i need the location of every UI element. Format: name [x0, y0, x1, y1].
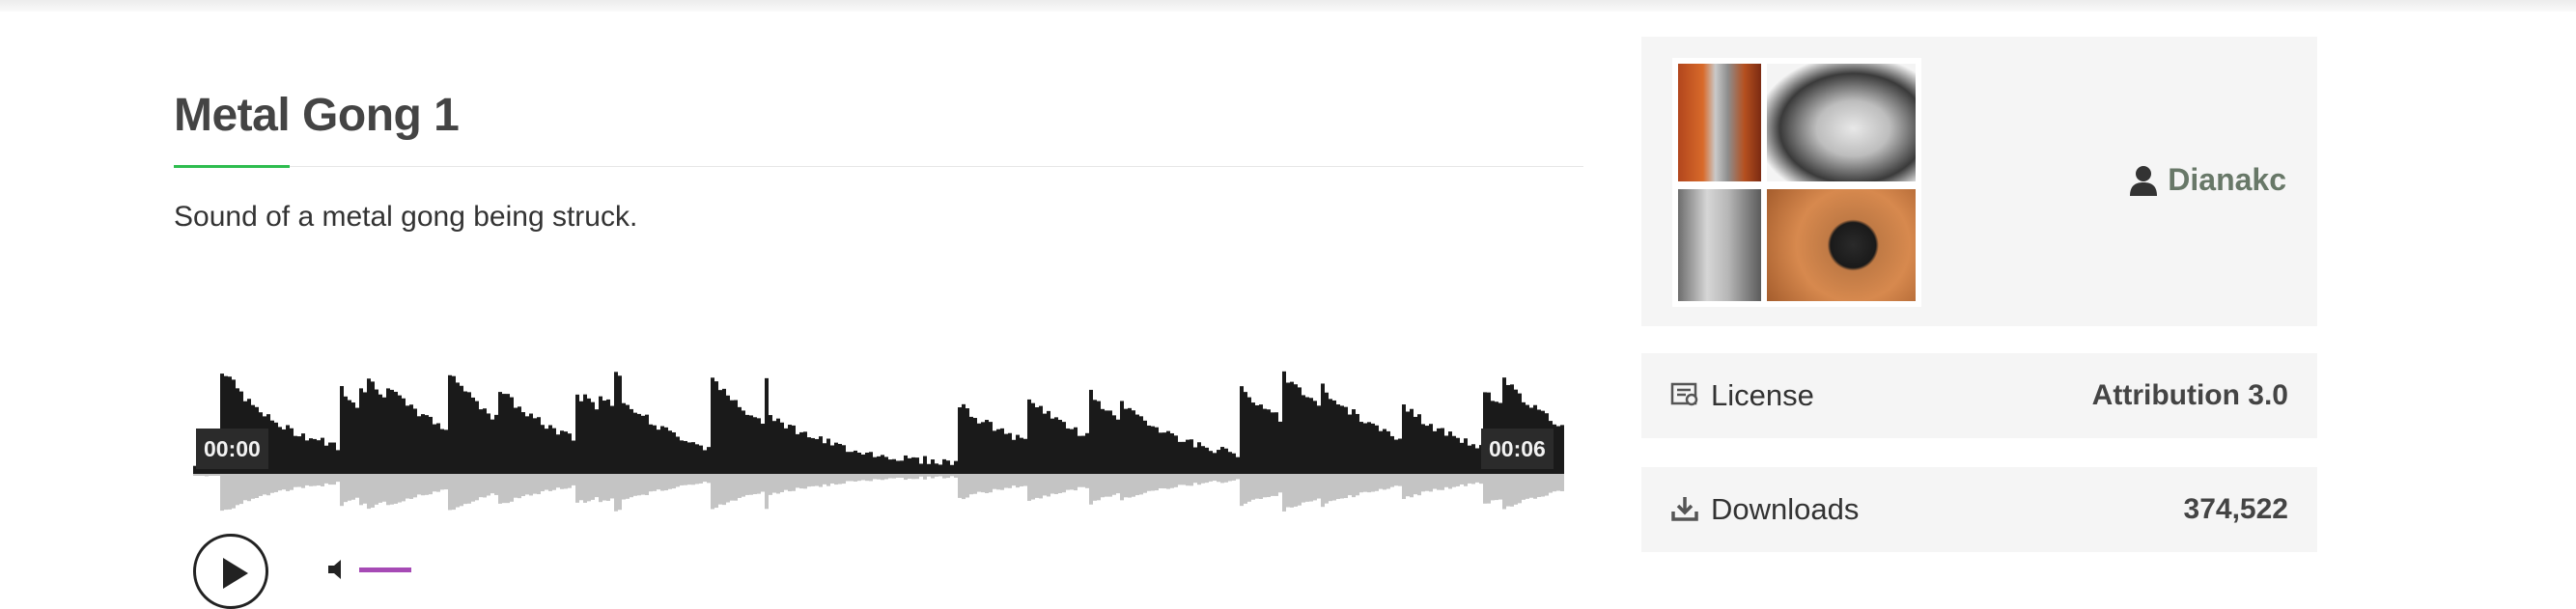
play-button[interactable]: [193, 534, 268, 609]
downloads-value: 374,522: [2183, 493, 2288, 525]
play-icon: [223, 558, 248, 589]
sound-title: Metal Gong 1: [174, 90, 460, 141]
download-icon: [1671, 497, 1698, 521]
license-value[interactable]: Attribution 3.0: [2091, 379, 2288, 411]
license-icon: [1670, 382, 1698, 406]
time-start-label: 00:00: [196, 429, 268, 469]
volume-slider[interactable]: [359, 567, 411, 572]
author-link[interactable]: Dianakc: [2129, 162, 2286, 198]
license-row: License Attribution 3.0: [1641, 353, 2317, 438]
avatar-microphone-tile: [1678, 64, 1761, 181]
waveform[interactable]: [193, 365, 1564, 519]
license-label: License: [1711, 378, 1814, 412]
title-divider: [174, 166, 1583, 167]
time-end-label: 00:06: [1481, 429, 1554, 469]
user-icon: [2130, 165, 2158, 196]
sound-description: Sound of a metal gong being struck.: [174, 201, 638, 233]
author-avatar[interactable]: [1672, 58, 1921, 307]
avatar-speaker-tile: [1767, 189, 1916, 301]
title-accent-line: [174, 165, 290, 168]
author-panel: Dianakc: [1641, 37, 2317, 326]
author-name: Dianakc: [2168, 162, 2286, 197]
top-bar: [0, 0, 2576, 12]
avatar-portrait-tile: [1767, 64, 1916, 181]
downloads-row: Downloads 374,522: [1641, 467, 2317, 552]
avatar-mic-closeup-tile: [1678, 189, 1761, 301]
volume-icon[interactable]: [326, 558, 350, 581]
downloads-label: Downloads: [1711, 492, 1860, 526]
